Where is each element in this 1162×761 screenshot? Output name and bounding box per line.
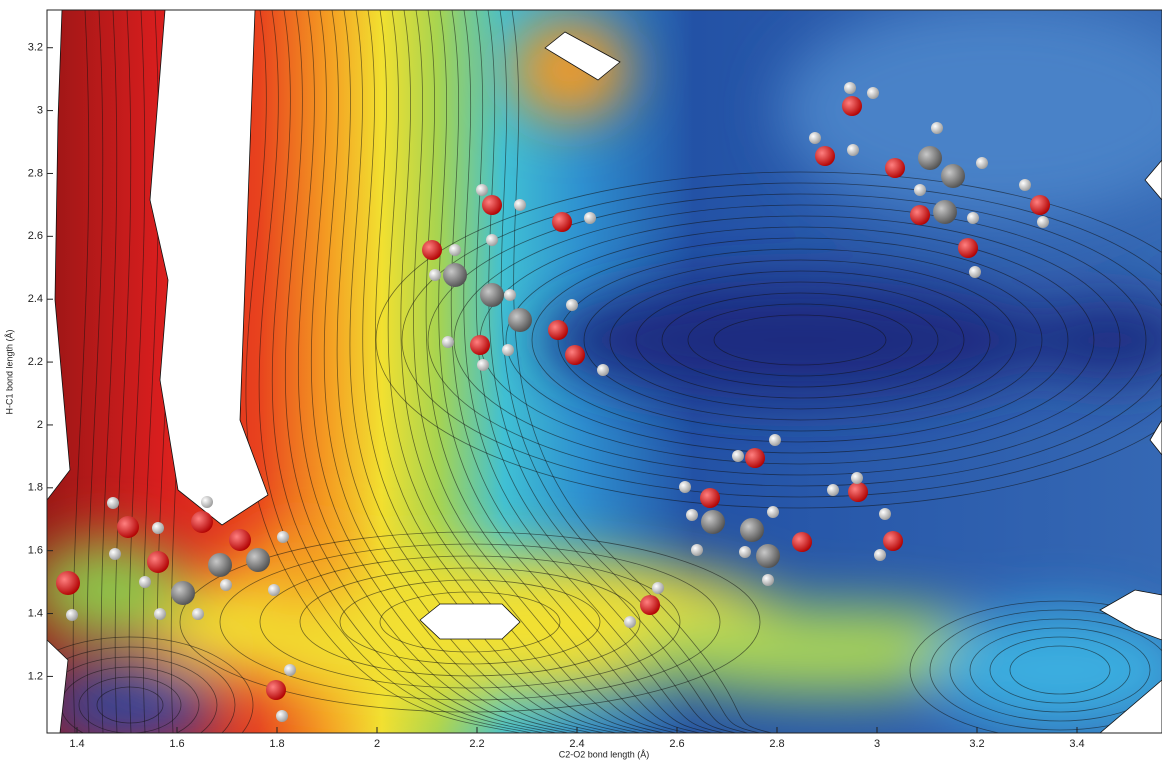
y-tick-label: 2 — [37, 419, 43, 431]
x-tick-label: 2.8 — [769, 738, 784, 750]
contour-line — [100, 10, 118, 733]
y-tick-label: 2.4 — [28, 293, 43, 305]
contour-line — [259, 555, 681, 689]
x-tick-label: 2.2 — [469, 738, 484, 750]
contour-line — [128, 10, 146, 733]
contour-line — [687, 303, 913, 377]
molecules — [56, 82, 1050, 722]
contour-line — [375, 10, 641, 733]
contour-line — [661, 292, 939, 388]
x-tick-label: 2.6 — [669, 738, 684, 750]
contour-line — [339, 579, 601, 665]
y-tick-label: 1.6 — [28, 545, 43, 557]
contour-line — [438, 10, 701, 733]
contour-line — [86, 10, 104, 733]
contour-line — [323, 10, 593, 733]
y-tick-label: 1.8 — [28, 482, 43, 494]
contour-line — [475, 10, 737, 733]
contour-line — [179, 531, 761, 713]
contour-line — [989, 636, 1131, 704]
contour-line — [413, 10, 677, 733]
contour-line — [609, 270, 991, 410]
x-tick-label: 3.2 — [969, 738, 984, 750]
contour-line — [929, 609, 1162, 731]
contour-line — [969, 627, 1151, 713]
x-tick-label: 1.6 — [169, 738, 184, 750]
contour-line — [487, 10, 749, 733]
contour-line — [284, 10, 557, 733]
x-tick-label: 2.4 — [569, 738, 584, 750]
contour-line — [47, 646, 236, 733]
contour-line — [47, 636, 254, 733]
y-tick-label: 3 — [37, 104, 43, 116]
x-tick-label: 3 — [874, 738, 880, 750]
y-tick-label: 3.2 — [28, 42, 43, 54]
contour-line — [635, 281, 965, 399]
contour-line — [245, 10, 521, 733]
contour-line — [713, 314, 887, 366]
contour-line — [453, 204, 1147, 476]
y-tick-label: 1.2 — [28, 670, 43, 682]
contour-line — [96, 686, 164, 724]
x-tick-label: 2 — [374, 738, 380, 750]
contour-line — [909, 600, 1162, 733]
contour-line — [349, 10, 617, 733]
contour-line — [511, 10, 773, 733]
contour-line — [114, 10, 132, 733]
contour-line — [499, 10, 761, 733]
x-tick-label: 3.4 — [1069, 738, 1084, 750]
contour-field — [47, 10, 1162, 733]
x-axis-label: C2-O2 bond length (Å) — [559, 749, 650, 759]
contour-line — [297, 10, 569, 733]
contour-line — [463, 10, 725, 733]
y-tick-label: 2.6 — [28, 230, 43, 242]
contour-line — [72, 10, 90, 733]
contour-line — [400, 10, 665, 733]
contour-line — [47, 656, 218, 733]
contour-line — [271, 10, 545, 733]
contour-line — [450, 10, 713, 733]
contour-line — [387, 10, 653, 733]
y-tick-label: 2.2 — [28, 356, 43, 368]
contour-line — [362, 10, 629, 733]
contour-line — [1009, 645, 1111, 695]
y-axis-label: H-C1 bond length (Å) — [4, 329, 14, 414]
contour-line — [531, 237, 1069, 443]
contour-line — [219, 543, 721, 701]
y-tick-label: 1.4 — [28, 607, 43, 619]
contour-line — [379, 591, 561, 653]
contour-line — [310, 10, 581, 733]
contour-line — [401, 182, 1162, 498]
plot-frame — [46, 9, 1162, 734]
x-tick-label: 1.4 — [69, 738, 84, 750]
contour-line — [299, 567, 641, 677]
contour-line — [427, 193, 1162, 487]
contour-line — [78, 676, 182, 733]
contour-line — [425, 10, 689, 733]
y-tick-label: 2.8 — [28, 167, 43, 179]
contour-line — [583, 259, 1017, 421]
contour-line — [949, 618, 1162, 722]
contour-line — [336, 10, 605, 733]
contour-line — [258, 10, 533, 733]
contour-line — [505, 226, 1095, 454]
contour-line — [375, 171, 1162, 509]
x-tick-label: 1.8 — [269, 738, 284, 750]
